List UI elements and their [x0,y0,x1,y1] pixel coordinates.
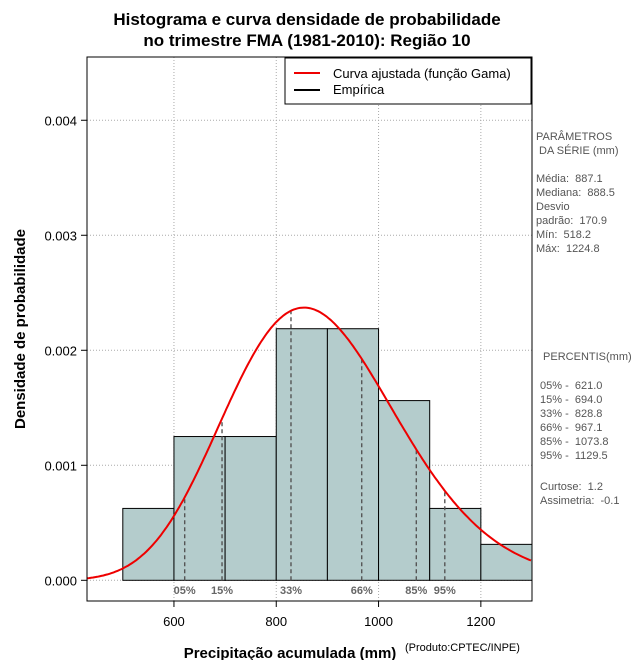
y-tick-label-2: 0.002 [44,343,77,358]
percentile-label-2: 33% [280,585,302,597]
percentil-33: 33% - 828.8 [540,408,602,420]
percentile-label-1: 15% [211,585,233,597]
percentile-label-0: 05% [174,585,196,597]
histogram-bar-3 [275,328,328,581]
legend-box [284,57,532,105]
x-tick-label-1: 800 [265,614,287,629]
y-tick-label-4: 0.004 [44,113,77,128]
param-sd-label: Desvio [536,201,570,213]
param-min: Mín: 518.2 [536,229,591,241]
legend-empirical-label: Empírica [333,82,385,97]
histogram-bar-2 [224,436,277,581]
x-tick-label-2: 1000 [364,614,393,629]
y-axis-title: Densidade de probabilidade [12,229,29,429]
product-credit: (Produto:CPTEC/INPE) [405,642,520,654]
histogram-bar-1 [173,436,226,581]
legend: Curva ajustada (função Gama) Empírica [284,57,532,105]
param-median: Mediana: 888.5 [536,187,615,199]
percentil-15: 15% - 694.0 [540,394,602,406]
y-tick-label-1: 0.001 [44,458,77,473]
param-max: Máx: 1224.8 [536,243,600,255]
percentile-label-4: 85% [405,585,427,597]
y-tick-label-3: 0.003 [44,228,77,243]
chart-title-line-1: Histograma e curva densidade de probabil… [113,10,500,29]
param-mean: Média: 887.1 [536,173,603,185]
chart-title-line-2: no trimestre FMA (1981-2010): Região 10 [143,31,470,50]
percentil-66: 66% - 967.1 [540,422,602,434]
x-tick-label-0: 600 [163,614,185,629]
percentil-05: 05% - 621.0 [540,380,602,392]
percentis-panel: PERCENTIS(mm) 05% - 621.0 15% - 694.0 33… [540,351,632,507]
percentile-labels: 05% 15% 33% 66% 85% 95% [174,585,456,597]
percentile-label-3: 66% [351,585,373,597]
plot-frame [86,56,533,602]
percentil-85: 85% - 1073.8 [540,436,609,448]
gamma-curve [86,306,532,580]
series-parameters-panel: PARÂMETROS DA SÉRIE (mm) Média: 887.1 Me… [536,130,619,255]
percentile-label-5: 95% [434,585,456,597]
params-heading-2: DA SÉRIE (mm) [536,144,619,157]
gamma-curve-group [86,306,532,580]
histogram-bar-5 [378,400,431,581]
histogram-bar-4 [326,328,380,581]
y-axis: 0.000 0.001 0.002 0.003 0.004 [44,113,87,588]
percentile-lines [183,310,446,581]
percentil-95: 95% - 1129.5 [540,450,608,462]
histogram-bar-0 [122,507,175,581]
x-axis-title: Precipitação acumulada (mm) [184,645,397,660]
params-heading-1: PARÂMETROS [536,130,612,143]
percentis-heading: PERCENTIS(mm) [540,351,632,363]
param-sd: padrão: 170.9 [536,215,607,227]
x-tick-label-3: 1200 [466,614,495,629]
legend-curve-label: Curva ajustada (função Gama) [333,66,511,81]
stat-kurtosis: Curtose: 1.2 [540,481,603,493]
histogram-bar-6 [429,507,482,581]
histogram-bars [122,328,533,581]
x-axis: 600 800 1000 1200 [163,601,495,629]
histogram-bar-7 [480,543,533,581]
y-tick-label-0: 0.000 [44,573,77,588]
stat-skewness: Assimetria: -0.1 [540,495,619,507]
